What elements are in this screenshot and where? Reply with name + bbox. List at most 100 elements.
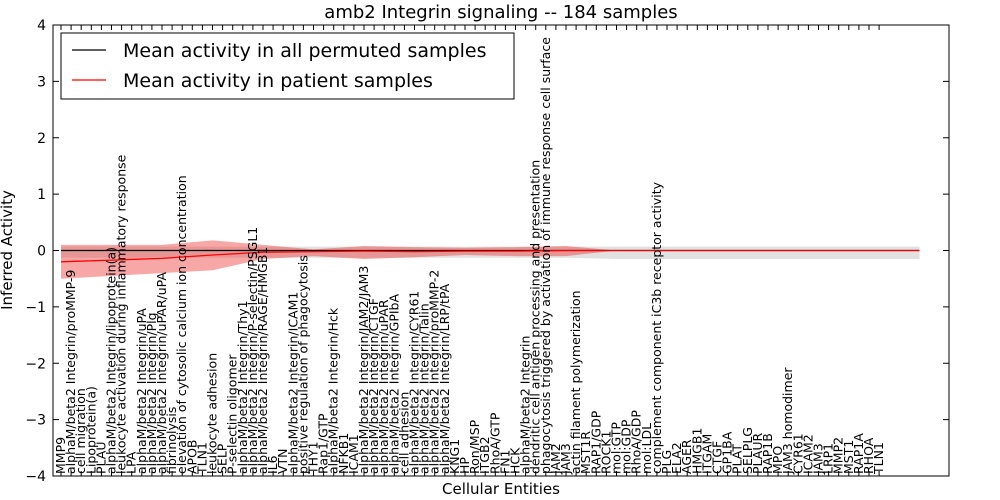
y-tick-label: −4 — [25, 469, 46, 485]
x-tick-label: TLN1 — [194, 442, 209, 475]
x-tick-label: FN1 — [497, 450, 512, 475]
x-tick-label: leukocyte adhesion — [205, 353, 220, 474]
y-tick-label: 0 — [37, 244, 46, 260]
x-tick-label: cell adhesion — [396, 392, 411, 474]
x-tick-label: fibrinolysis — [164, 407, 179, 474]
x-tick-label: NFKB1 — [336, 433, 351, 474]
x-tick-label: Ron/MSP — [467, 419, 482, 474]
x-tick-label: alphaM/beta2 Integrin/ICAM1 — [285, 292, 300, 474]
x-tick-label: SELP — [215, 443, 230, 474]
x-tick-label: dendritic cell antigen processing and pr… — [528, 160, 543, 474]
x-tick-label: ROCK1 — [598, 431, 613, 474]
x-tick-label: alphaM/beta2 Integrin/GPIbA — [386, 294, 401, 474]
x-tick-label: mol:GTP — [609, 422, 624, 474]
x-tick-label: elevation of cytosolic calcium ion conce… — [174, 175, 189, 474]
legend: Mean activity in all permuted samples Me… — [60, 32, 515, 100]
x-tick-label: positive regulation of phagocytosis — [295, 255, 310, 474]
legend-label-permuted: Mean activity in all permuted samples — [123, 40, 486, 62]
x-tick-label: complement component iC3b receptor activ… — [649, 181, 664, 474]
x-tick-label: alphaM/beta2 Integrin — [518, 336, 533, 474]
x-tick-label: CYR61 — [790, 433, 805, 474]
x-tick-label: MST1R — [578, 431, 593, 474]
x-tick-label: PLAU — [93, 442, 108, 475]
x-tick-label: ITGB2 — [477, 436, 492, 474]
plot-frame — [52, 24, 950, 477]
x-tick-label: JAM2 — [548, 443, 563, 475]
x-tick-label: alphaM/beta2 Integrin/uPAR — [376, 299, 391, 474]
x-tick-label: RAP1/GDP — [588, 410, 603, 474]
x-tick-label: alphaM/beta2 Integrin/LRP/tPA — [437, 283, 452, 474]
x-tick-label: RhoA/GDP — [629, 410, 644, 474]
x-tick-label: LPA — [124, 451, 139, 474]
x-tick-label: alphaM/beta2 Integrin/Plg — [144, 312, 159, 474]
x-tick-label: RhoA/GTP — [487, 412, 502, 474]
x-tick-label: alphaM/beta2 Integrin/proMMP-9 — [63, 270, 78, 474]
x-tick-label: APOB — [184, 439, 199, 474]
x-tick-label: KNG1 — [447, 439, 462, 474]
x-tick-label: MMP2 — [831, 437, 846, 474]
y-tick-label: 3 — [37, 74, 46, 90]
x-tick-label: MST1 — [841, 440, 856, 474]
x-tick-label: AGER — [679, 439, 694, 474]
x-tick-label: alphaM/beta2 Integrin/Thy1 — [235, 300, 250, 474]
x-tick-label: IL6 — [265, 455, 280, 474]
x-tick-label: mol:LDL — [639, 423, 654, 474]
x-tick-label: alphaM/beta2 Integrin/RAGE/HMGB1 — [255, 247, 270, 474]
x-axis-label: Cellular Entities — [442, 480, 560, 498]
x-tick-label: ICAM2 — [800, 434, 815, 474]
x-tick-label: RAP1A — [851, 433, 866, 474]
x-tick-label: alphaM/beta2 Integrin/proMMP-2 — [427, 270, 442, 474]
x-tick-label: GP1BA — [720, 431, 735, 474]
y-tick-label: −1 — [25, 300, 46, 316]
y-tick-label: 2 — [37, 131, 46, 147]
x-tick-label: alphaM/beta2 Integrin/lipoprotein(a) — [104, 247, 119, 474]
chart-title: amb2 Integrin signaling -- 184 samples — [324, 2, 677, 23]
x-tick-label: alphaM/beta2 Integrin/Hck — [326, 307, 341, 474]
x-tick-label: actin filament polymerization — [568, 290, 583, 474]
x-tick-label: P-selectin oligomer — [225, 354, 240, 474]
x-tick-label: ICAM1 — [346, 434, 361, 474]
x-tick-label: MMP9 — [53, 437, 68, 474]
legend-box — [60, 32, 515, 100]
x-tick-label: HCK — [508, 447, 523, 474]
y-tick-labels: 4 3 2 1 0 −1 −2 −3 −4 — [25, 18, 949, 485]
x-tick-label: HP — [457, 457, 472, 474]
band-permuted — [61, 246, 920, 259]
x-tick-label: alphaM/beta2 Integrin/P-selectin/PSGL1 — [245, 227, 260, 474]
x-tick-label: alphaM/beta2 Integrin/CTGF — [366, 298, 381, 474]
x-tick-label: THY1 — [306, 441, 321, 475]
x-tick-label: cell migration — [73, 388, 88, 474]
y-tick-label: −3 — [25, 413, 46, 429]
x-tick-label: RAP1B — [760, 433, 775, 474]
x-tick-label: alphaM/beta2 Integrin/uPAR/uPA — [154, 272, 169, 474]
legend-label-patient: Mean activity in patient samples — [123, 70, 433, 92]
x-tick-label: leukocyte activation during inflammatory… — [114, 154, 129, 474]
x-tick-label: SELPLG — [740, 427, 755, 474]
x-tick-label: RHOA — [861, 437, 876, 474]
x-tick-label: PLAUR — [750, 433, 765, 474]
y-tick-label: 4 — [37, 18, 46, 34]
x-tick-label: JAM3 — [811, 443, 826, 475]
x-tick-label: ITGAM — [699, 434, 714, 474]
x-tick-label: MPO — [770, 446, 785, 474]
x-tick-label: PLAT — [730, 444, 745, 474]
x-tick-label: PLG — [659, 450, 674, 474]
x-tick-label: alphaM/beta2 Integrin/Talin — [417, 303, 432, 474]
x-tick-label: JAM3 — [558, 443, 573, 475]
x-tick-label: JAM3 homodimer — [780, 367, 795, 475]
x-tick-label: phagocytosis triggered by activation of … — [538, 37, 553, 474]
x-tick-label: alphaM/beta2 Integrin/JAM2/JAM3 — [356, 266, 371, 474]
x-tick-label: Lipoprotein(a) — [83, 386, 98, 474]
x-tick-label: LRP1 — [821, 443, 836, 474]
x-tick-label: Rap1/GTP — [316, 413, 331, 474]
y-tick-label: −2 — [25, 356, 46, 372]
x-tick-label: VTN — [275, 448, 290, 474]
plot-area — [60, 240, 920, 279]
x-tick-label: alphaM/beta2 Integrin/uPA — [134, 308, 149, 474]
y-axis-label: Inferred Activity — [0, 190, 16, 310]
x-tick-label: ELA2 — [669, 442, 684, 474]
x-tick-label: alphaM/beta2 Integrin/CYR61 — [407, 291, 422, 474]
x-tick-label: mol:GDP — [619, 419, 634, 474]
